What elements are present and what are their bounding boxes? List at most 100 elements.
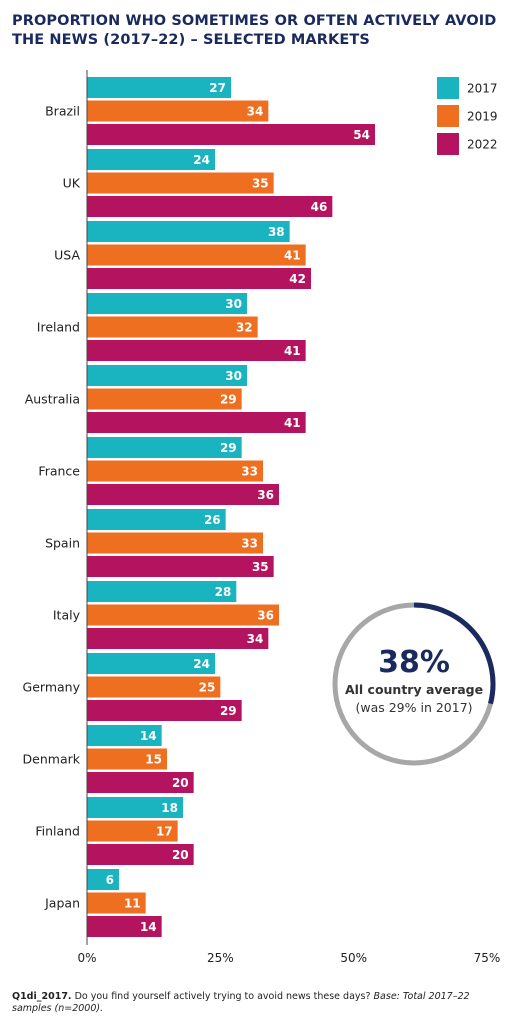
legend-label-2019: 2019 bbox=[467, 110, 498, 124]
category-label-spain: Spain bbox=[45, 536, 80, 551]
bar-japan-2017 bbox=[87, 869, 119, 890]
bar-australia-2022 bbox=[87, 412, 306, 433]
footnote-code: Q1di_2017. bbox=[12, 991, 72, 1002]
bars-layer: 27 34 54 24 35 46 38 41 42 30 32 41 30 29 41 29 33 36 26 33… bbox=[87, 77, 375, 937]
bar-ireland-2017 bbox=[87, 293, 247, 314]
bar-brazil-2022 bbox=[87, 124, 375, 145]
bar-value-label: 32 bbox=[236, 321, 253, 335]
bar-value-label: 54 bbox=[353, 128, 370, 142]
category-label-usa: USA bbox=[54, 248, 80, 263]
bar-denmark-2022 bbox=[87, 772, 194, 793]
category-label-ireland: Ireland bbox=[37, 320, 80, 335]
bar-uk-2022 bbox=[87, 196, 333, 217]
bar-value-label: 41 bbox=[284, 249, 301, 263]
legend-swatch-2022 bbox=[437, 133, 459, 155]
callout-sublabel: (was 29% in 2017) bbox=[355, 700, 472, 715]
bar-value-label: 34 bbox=[247, 105, 264, 119]
bar-value-label: 42 bbox=[289, 272, 306, 286]
footnote-question: Do you find yourself actively trying to … bbox=[71, 991, 374, 1002]
bar-usa-2017 bbox=[87, 221, 290, 242]
bar-japan-2019 bbox=[87, 892, 146, 914]
legend-label-2022: 2022 bbox=[467, 138, 498, 152]
bar-value-label: 24 bbox=[193, 657, 210, 671]
bar-usa-2019 bbox=[87, 244, 306, 266]
footnote-base-label: Base: bbox=[373, 991, 400, 1002]
bar-finland-2017 bbox=[87, 797, 183, 818]
bar-japan-2022 bbox=[87, 916, 162, 937]
bar-france-2017 bbox=[87, 437, 242, 458]
bar-ireland-2019 bbox=[87, 316, 258, 338]
bar-value-label: 28 bbox=[215, 585, 232, 599]
bar-germany-2017 bbox=[87, 653, 215, 674]
bar-australia-2017 bbox=[87, 365, 247, 386]
bar-italy-2022 bbox=[87, 628, 269, 649]
bar-value-label: 41 bbox=[284, 416, 301, 430]
bar-value-label: 29 bbox=[220, 393, 237, 407]
bar-denmark-2017 bbox=[87, 725, 162, 746]
bar-value-label: 26 bbox=[204, 513, 221, 527]
chart-title: PROPORTION WHO SOMETIMES OR OFTEN ACTIVE… bbox=[12, 13, 497, 48]
bar-value-label: 24 bbox=[193, 153, 210, 167]
bar-value-label: 15 bbox=[145, 753, 162, 767]
bar-value-label: 11 bbox=[124, 897, 141, 911]
bar-germany-2022 bbox=[87, 700, 242, 721]
category-label-brazil: Brazil bbox=[45, 104, 80, 119]
bar-value-label: 6 bbox=[106, 873, 114, 887]
bar-value-label: 18 bbox=[161, 801, 178, 815]
bar-italy-2017 bbox=[87, 581, 237, 602]
legend-swatch-2019 bbox=[437, 105, 459, 127]
bar-ireland-2022 bbox=[87, 340, 306, 361]
legend: 2017 2019 2022 bbox=[437, 77, 498, 155]
bar-brazil-2017 bbox=[87, 77, 231, 98]
category-label-finland: Finland bbox=[35, 824, 80, 839]
bar-value-label: 14 bbox=[140, 729, 157, 743]
bar-value-label: 38 bbox=[268, 225, 285, 239]
x-tick-label: 75% bbox=[474, 951, 501, 965]
bar-value-label: 35 bbox=[252, 560, 269, 574]
category-label-australia: Australia bbox=[25, 392, 80, 407]
bar-denmark-2019 bbox=[87, 748, 167, 770]
bar-australia-2019 bbox=[87, 388, 242, 410]
bar-value-label: 35 bbox=[252, 177, 269, 191]
callout-ring-arc bbox=[413, 602, 496, 705]
category-labels-layer: Brazil UK USA Ireland Australia France Spain It… bbox=[23, 104, 81, 911]
footnote: Q1di_2017. Do you find yourself actively… bbox=[12, 991, 504, 1015]
bar-finland-2022 bbox=[87, 844, 194, 865]
bar-italy-2019 bbox=[87, 604, 279, 626]
bar-value-label: 14 bbox=[140, 920, 157, 934]
bar-value-label: 20 bbox=[172, 776, 189, 790]
bar-france-2019 bbox=[87, 460, 263, 482]
bar-uk-2017 bbox=[87, 149, 215, 170]
bar-value-label: 17 bbox=[156, 825, 173, 839]
x-tick-label: 0% bbox=[77, 951, 96, 965]
bar-value-label: 33 bbox=[241, 537, 258, 551]
footnote-base-text: Total 2017–22 samples (n=2000). bbox=[12, 991, 470, 1014]
bar-spain-2022 bbox=[87, 556, 274, 577]
bar-germany-2019 bbox=[87, 676, 221, 698]
x-tick-label: 25% bbox=[207, 951, 234, 965]
average-callout: 38% All country average (was 29% in 2017… bbox=[332, 602, 496, 766]
bar-value-label: 34 bbox=[247, 632, 264, 646]
bar-value-label: 33 bbox=[241, 465, 258, 479]
bar-value-label: 27 bbox=[209, 81, 226, 95]
callout-value: 38% bbox=[378, 645, 450, 680]
bar-finland-2019 bbox=[87, 820, 178, 842]
bar-value-label: 30 bbox=[225, 297, 242, 311]
bar-brazil-2019 bbox=[87, 100, 269, 122]
bar-spain-2017 bbox=[87, 509, 226, 530]
bar-value-label: 30 bbox=[225, 369, 242, 383]
category-label-france: France bbox=[38, 464, 80, 479]
bar-value-label: 20 bbox=[172, 848, 189, 862]
category-label-italy: Italy bbox=[53, 608, 81, 623]
bar-spain-2019 bbox=[87, 532, 263, 554]
bar-value-label: 36 bbox=[257, 609, 274, 623]
category-label-germany: Germany bbox=[23, 680, 81, 695]
bar-value-label: 25 bbox=[199, 681, 216, 695]
bar-usa-2022 bbox=[87, 268, 311, 289]
bar-value-label: 29 bbox=[220, 441, 237, 455]
bar-chart: 27 34 54 24 35 46 38 41 42 30 32 41 30 29 41 29 33 36 26 33… bbox=[23, 70, 501, 965]
callout-label: All country average bbox=[345, 682, 483, 697]
category-label-japan: Japan bbox=[44, 896, 80, 911]
bar-value-label: 36 bbox=[257, 488, 274, 502]
category-label-denmark: Denmark bbox=[23, 752, 81, 767]
